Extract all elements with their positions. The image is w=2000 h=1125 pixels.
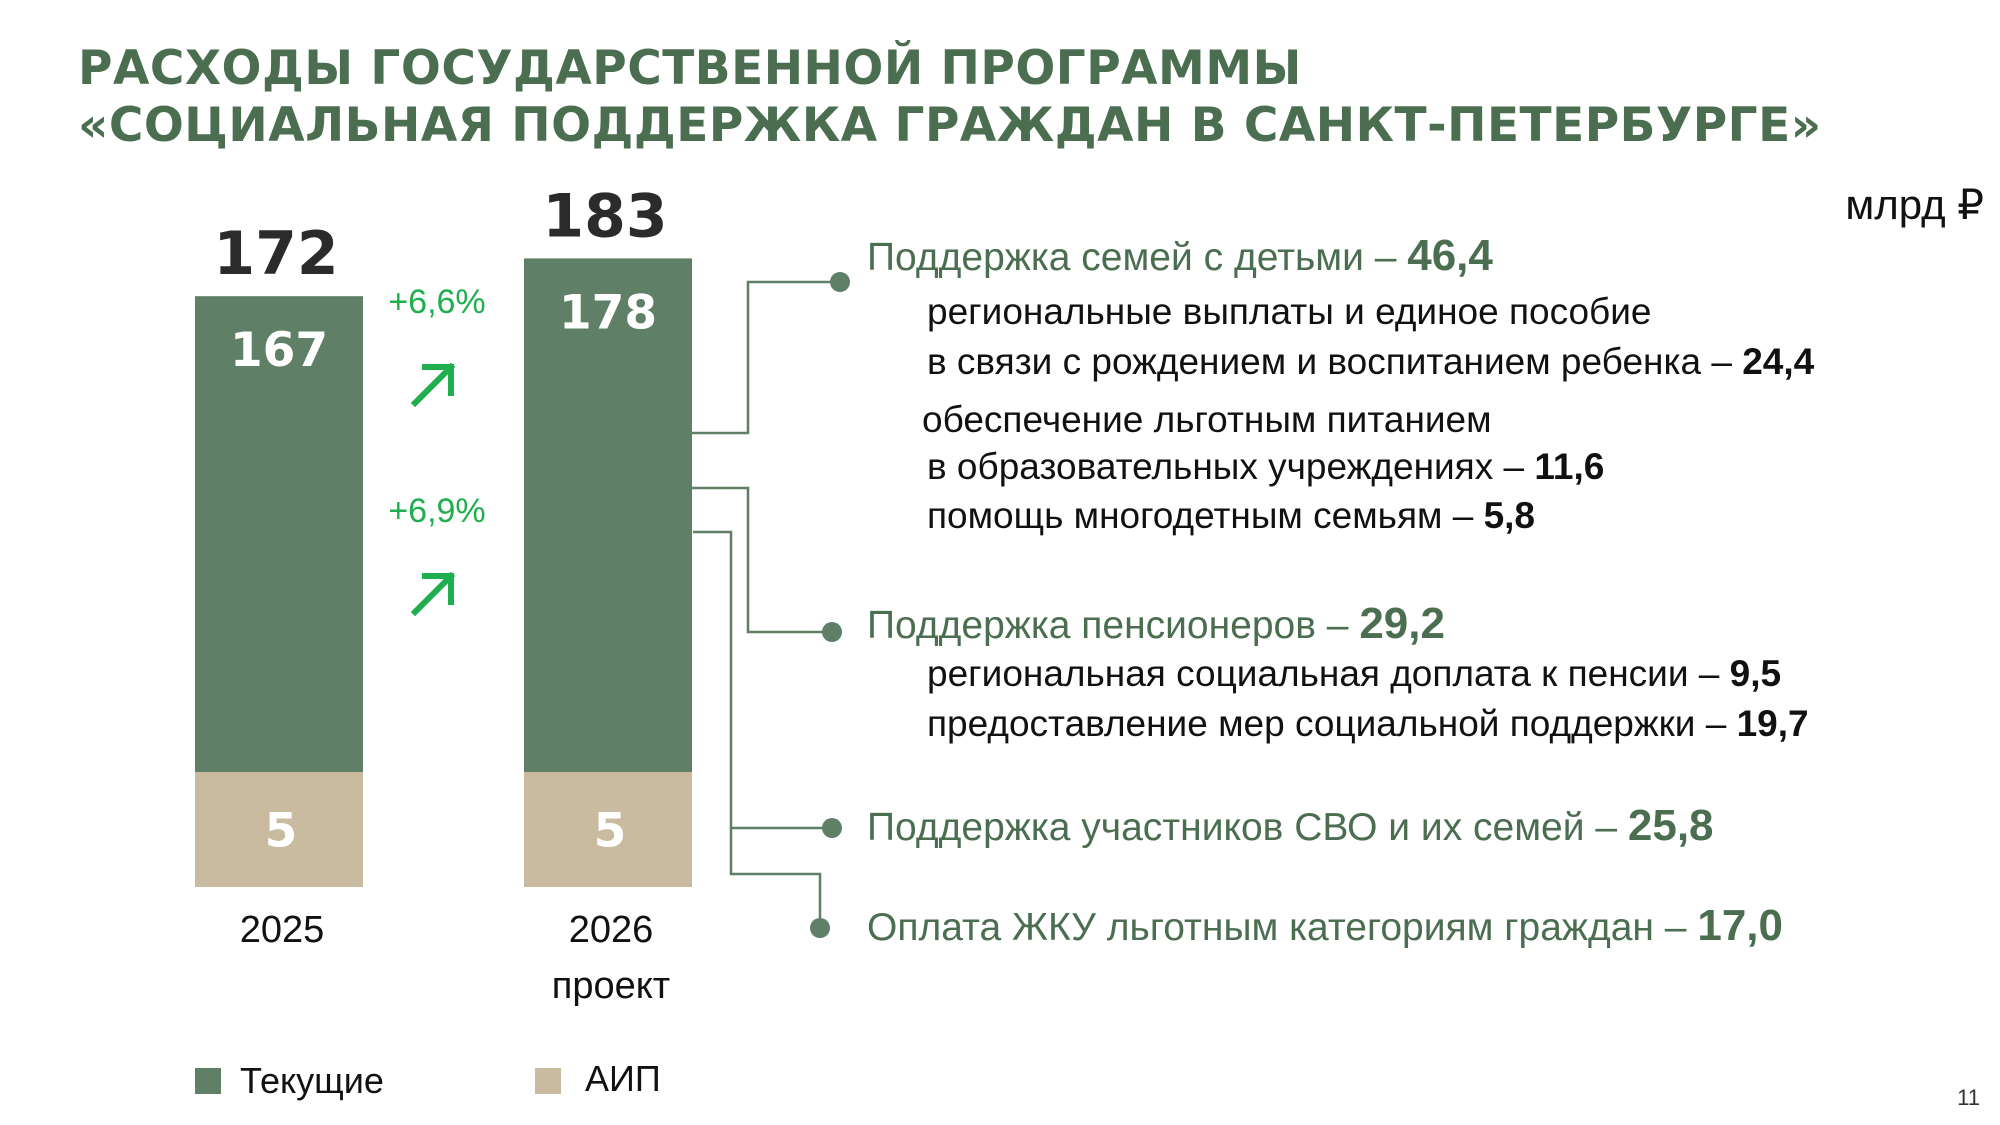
connector-line-3 (729, 828, 822, 928)
year-label-1-1: проект (552, 965, 670, 1007)
bar-current-0 (195, 296, 363, 772)
year-label-1-0: 2026 (569, 909, 654, 951)
subitem-text-0-3: в образовательных учреждениях – (927, 446, 1535, 487)
bar-current-label-1: 178 (559, 285, 657, 340)
arrow-up-right-icon (410, 571, 456, 617)
category-value-1: 29,2 (1359, 599, 1445, 648)
arrow-up-right-icon (410, 362, 456, 408)
subitem-1-0: региональная социальная доплата к пенсии… (927, 649, 1781, 699)
category-value-0: 46,4 (1407, 231, 1493, 280)
category-name-0: Поддержка семей с детьми – (867, 236, 1408, 279)
bar-aip-1 (524, 772, 692, 887)
legend-swatch-current (195, 1068, 221, 1094)
connector-line-0 (670, 280, 840, 435)
growth-label-current: +6,9% (388, 492, 485, 530)
connector-dot-0 (830, 272, 850, 292)
subitem-text-0-1: в связи с рождением и воспитанием ребенк… (927, 341, 1743, 382)
bar-aip-label-1: 5 (594, 804, 627, 859)
connector-dot-1 (822, 622, 842, 642)
subitem-text-0-0: региональные выплаты и единое пособие (927, 291, 1652, 332)
bar-total-label-0: 172 (213, 219, 338, 289)
legend-swatch-aip (535, 1068, 561, 1094)
subitem-text-0-4: помощь многодетным семьям – (927, 495, 1484, 536)
subitem-value-0-1: 24,4 (1742, 341, 1815, 382)
connector-line-1 (670, 486, 832, 634)
subitem-value-0-4: 5,8 (1483, 495, 1535, 536)
subitem-0-3: в образовательных учреждениях – 11,6 (927, 442, 1604, 492)
connector-dot-3 (810, 918, 830, 938)
category-heading-0: Поддержка семей с детьми – 46,4 (867, 233, 1493, 281)
connector-dot-2 (822, 818, 842, 838)
category-name-3: Оплата ЖКУ льготным категориям граждан – (867, 906, 1698, 949)
bar-total-label-1: 183 (542, 181, 667, 251)
unit-label: млрд ₽ (1845, 181, 1984, 228)
page-number: 11 (1957, 1085, 1980, 1110)
category-name-2: Поддержка участников СВО и их семей – (867, 806, 1628, 849)
bar-current-label-0: 167 (230, 323, 328, 378)
category-heading-3: Оплата ЖКУ льготным категориям граждан –… (867, 903, 1783, 951)
growth-label-total: +6,6% (388, 283, 485, 321)
page-title: РАСХОДЫ ГОСУДАРСТВЕННОЙ ПРОГРАММЫ «СОЦИА… (78, 40, 1822, 154)
category-heading-1: Поддержка пенсионеров – 29,2 (867, 601, 1445, 649)
category-value-2: 25,8 (1627, 801, 1714, 850)
subitem-1-1: предоставление мер социальной поддержки … (927, 699, 1809, 749)
title-line-1: РАСХОДЫ ГОСУДАРСТВЕННОЙ ПРОГРАММЫ (78, 41, 1302, 96)
bar-aip-label-0: 5 (265, 804, 298, 859)
subitem-text-1-0: региональная социальная доплата к пенсии… (927, 653, 1730, 694)
subitem-text-0-2: обеспечение льготным питанием (922, 399, 1492, 440)
subitem-text-1-1: предоставление мер социальной поддержки … (927, 703, 1737, 744)
connector-line-2 (693, 530, 832, 830)
category-heading-2: Поддержка участников СВО и их семей – 25… (867, 803, 1714, 851)
legend-label-aip: АИП (585, 1058, 661, 1099)
subitem-value-1-0: 9,5 (1729, 653, 1782, 694)
subitem-value-0-3: 11,6 (1534, 446, 1605, 487)
subitem-0-0: региональные выплаты и единое пособие (927, 287, 1652, 337)
subitem-0-1: в связи с рождением и воспитанием ребенк… (927, 337, 1814, 387)
subitem-0-2: обеспечение льготным питанием (922, 395, 1492, 445)
bar-current-1 (524, 258, 692, 772)
year-label-0-0: 2025 (240, 909, 325, 951)
legend-label-current: Текущие (240, 1060, 384, 1101)
bar-aip-0 (195, 772, 363, 887)
subitem-value-1-1: 19,7 (1736, 703, 1809, 744)
title-line-2: «СОЦИАЛЬНАЯ ПОДДЕРЖКА ГРАЖДАН В САНКТ-ПЕ… (78, 98, 1822, 153)
category-value-3: 17,0 (1697, 901, 1783, 950)
subitem-0-4: помощь многодетным семьям – 5,8 (927, 491, 1535, 541)
category-name-1: Поддержка пенсионеров – (867, 604, 1360, 647)
